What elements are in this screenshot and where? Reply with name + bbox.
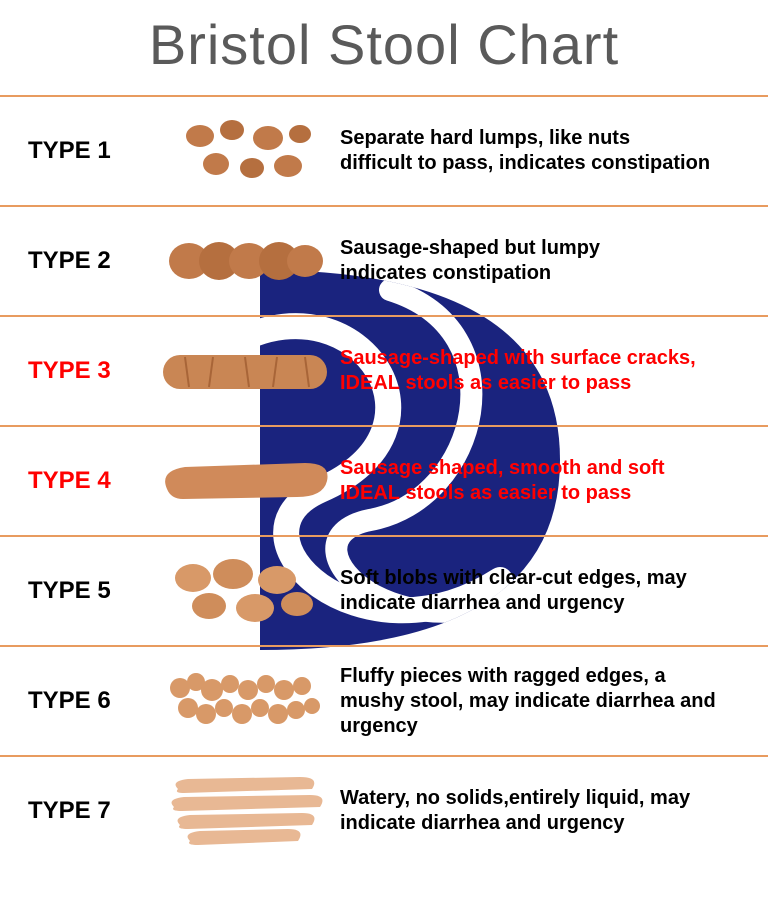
type-description: Sausage shaped, smooth and soft IDEAL st…	[340, 456, 768, 506]
type-label: TYPE 2	[0, 247, 150, 275]
stool-illustration-soft-blobs	[150, 556, 340, 626]
stool-illustration-cracked-sausage	[150, 341, 340, 401]
stool-illustration-lumpy-sausage	[150, 231, 340, 291]
table-row: TYPE 4 Sausage shaped, smooth and soft I…	[0, 427, 768, 535]
stool-illustration-fluffy-pieces	[150, 666, 340, 736]
table-row: TYPE 7 Watery, no solids,entirely liquid…	[0, 757, 768, 865]
type-label: TYPE 1	[0, 137, 150, 165]
type-label: TYPE 5	[0, 577, 150, 605]
table-row: TYPE 6 Fluffy pieces with ragged edges, …	[0, 647, 768, 755]
stool-illustration-watery	[150, 771, 340, 851]
type-description: Separate hard lumps, like nuts difficult…	[340, 126, 768, 176]
type-description: Soft blobs with clear-cut edges, may ind…	[340, 566, 768, 616]
type-label: TYPE 4	[0, 467, 150, 495]
stool-illustration-hard-lumps	[150, 116, 340, 186]
type-description: Fluffy pieces with ragged edges, a mushy…	[340, 664, 768, 739]
type-label: TYPE 3	[0, 357, 150, 385]
table-row: TYPE 5 Soft blobs with clear-cut edges, …	[0, 537, 768, 645]
rows-container: TYPE 1 Separate hard lumps, like nuts di…	[0, 95, 768, 865]
type-description: Sausage-shaped but lumpy indicates const…	[340, 236, 768, 286]
type-label: TYPE 7	[0, 797, 150, 825]
chart-title: Bristol Stool Chart	[0, 0, 768, 95]
table-row: TYPE 3 Sausage-shaped with surface crack…	[0, 317, 768, 425]
table-row: TYPE 1 Separate hard lumps, like nuts di…	[0, 97, 768, 205]
type-label: TYPE 6	[0, 687, 150, 715]
type-description: Watery, no solids,entirely liquid, may i…	[340, 786, 768, 836]
table-row: TYPE 2 Sausage-shaped but lumpy indicate…	[0, 207, 768, 315]
type-description: Sausage-shaped with surface cracks, IDEA…	[340, 346, 768, 396]
stool-illustration-smooth-sausage	[150, 453, 340, 509]
